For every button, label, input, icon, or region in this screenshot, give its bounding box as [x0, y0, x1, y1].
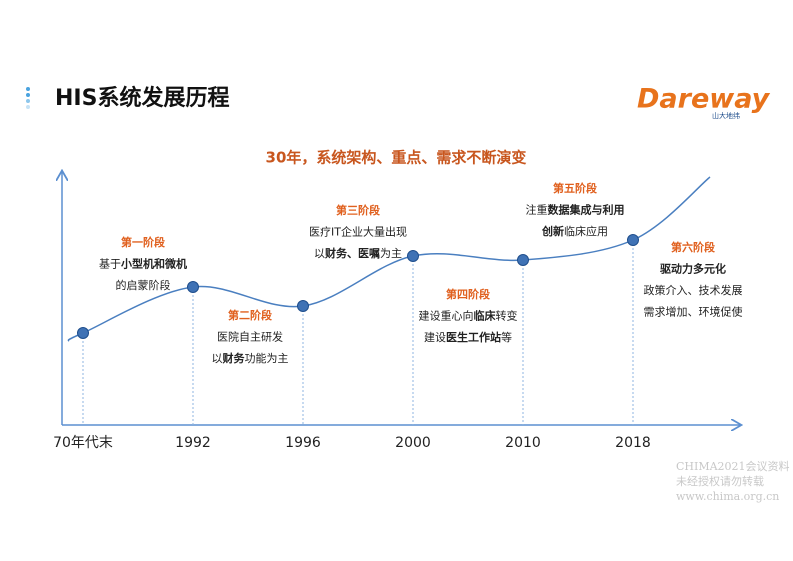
- text-segment: 建设重心向: [419, 309, 474, 323]
- stage-title: 第五阶段: [553, 181, 597, 195]
- text-segment: 以: [212, 352, 223, 365]
- stage-line: 以财务功能为主: [212, 351, 289, 365]
- title-bullets: [26, 87, 30, 109]
- stage-line: 建设重心向临床转变: [419, 309, 518, 323]
- text-segment: 创新: [541, 224, 564, 238]
- watermark-line: 未经授权请勿转载: [676, 474, 764, 488]
- stage-line: 需求增加、环境促使: [644, 305, 743, 319]
- text-segment: 医生工作站: [446, 330, 501, 344]
- text-segment: 医院自主研发: [217, 330, 283, 344]
- text-segment: 等: [501, 330, 512, 344]
- logo: Dareway: [637, 84, 771, 115]
- stage-title: 第四阶段: [446, 287, 490, 301]
- stage-title: 第一阶段: [121, 235, 165, 249]
- text-segment: 注重: [526, 203, 548, 217]
- stage-title: 第三阶段: [336, 203, 380, 217]
- watermark-line: www.chima.org.cn: [676, 490, 779, 503]
- text-segment: 小型机和微机: [120, 257, 187, 271]
- stage-line: 驱动力多元化: [660, 262, 726, 276]
- timeline-curve: [67, 176, 711, 342]
- stage-line: 创新临床应用: [541, 224, 608, 238]
- text-segment: 功能为主: [245, 351, 289, 365]
- axis-label: 1992: [175, 435, 211, 451]
- stage-line: 以财务、医嘱为主: [314, 246, 402, 260]
- milestone-dot: [407, 250, 419, 262]
- stage-line: 注重数据集成与利用: [526, 203, 625, 217]
- text-segment: 的启蒙阶段: [116, 278, 171, 292]
- milestone-dot: [627, 234, 639, 246]
- text-segment: 建设: [424, 330, 446, 344]
- axis-label: 1996: [285, 435, 321, 451]
- logo-caption: 山大地纬: [712, 111, 740, 120]
- milestone-dot: [77, 327, 89, 339]
- text-segment: 以: [314, 247, 325, 260]
- milestone-dot: [187, 281, 199, 293]
- axis-label: 70年代末: [53, 435, 113, 451]
- subtitle: 30年，系统架构、重点、需求不断演变: [266, 149, 527, 167]
- text-segment: 医疗IT企业大量出现: [309, 225, 407, 239]
- axis-label: 2010: [505, 435, 541, 451]
- text-segment: 数据集成与利用: [548, 203, 625, 217]
- text-segment: 财务: [222, 351, 246, 365]
- stage-title: 第二阶段: [228, 308, 272, 322]
- text-segment: 驱动力多元化: [660, 262, 726, 276]
- stage-line: 政策介入、技术发展: [644, 283, 743, 297]
- stage-title: 第六阶段: [671, 240, 715, 254]
- axis-label: 2000: [395, 435, 431, 451]
- text-segment: 基于: [99, 258, 121, 271]
- stage-line: 医院自主研发: [217, 330, 283, 344]
- text-segment: 政策介入、技术发展: [644, 283, 743, 297]
- stage-line: 基于小型机和微机: [99, 257, 187, 271]
- text-segment: 临床应用: [564, 224, 608, 238]
- milestone-dot: [517, 254, 529, 266]
- slide-title: HIS系统发展历程: [55, 85, 229, 111]
- text-segment: 财务、医嘱: [324, 246, 380, 260]
- text-segment: 转变: [496, 309, 518, 323]
- text-segment: 临床: [474, 309, 497, 323]
- axis-label: 2018: [615, 435, 651, 451]
- text-segment: 需求增加、环境促使: [644, 305, 743, 319]
- watermark-line: CHIMA2021会议资料: [676, 459, 790, 473]
- text-segment: 为主: [380, 247, 402, 260]
- stage-line: 医疗IT企业大量出现: [309, 225, 407, 239]
- milestone-dot: [297, 300, 309, 312]
- stage-line: 的启蒙阶段: [116, 278, 171, 292]
- stage-line: 建设医生工作站等: [424, 330, 512, 344]
